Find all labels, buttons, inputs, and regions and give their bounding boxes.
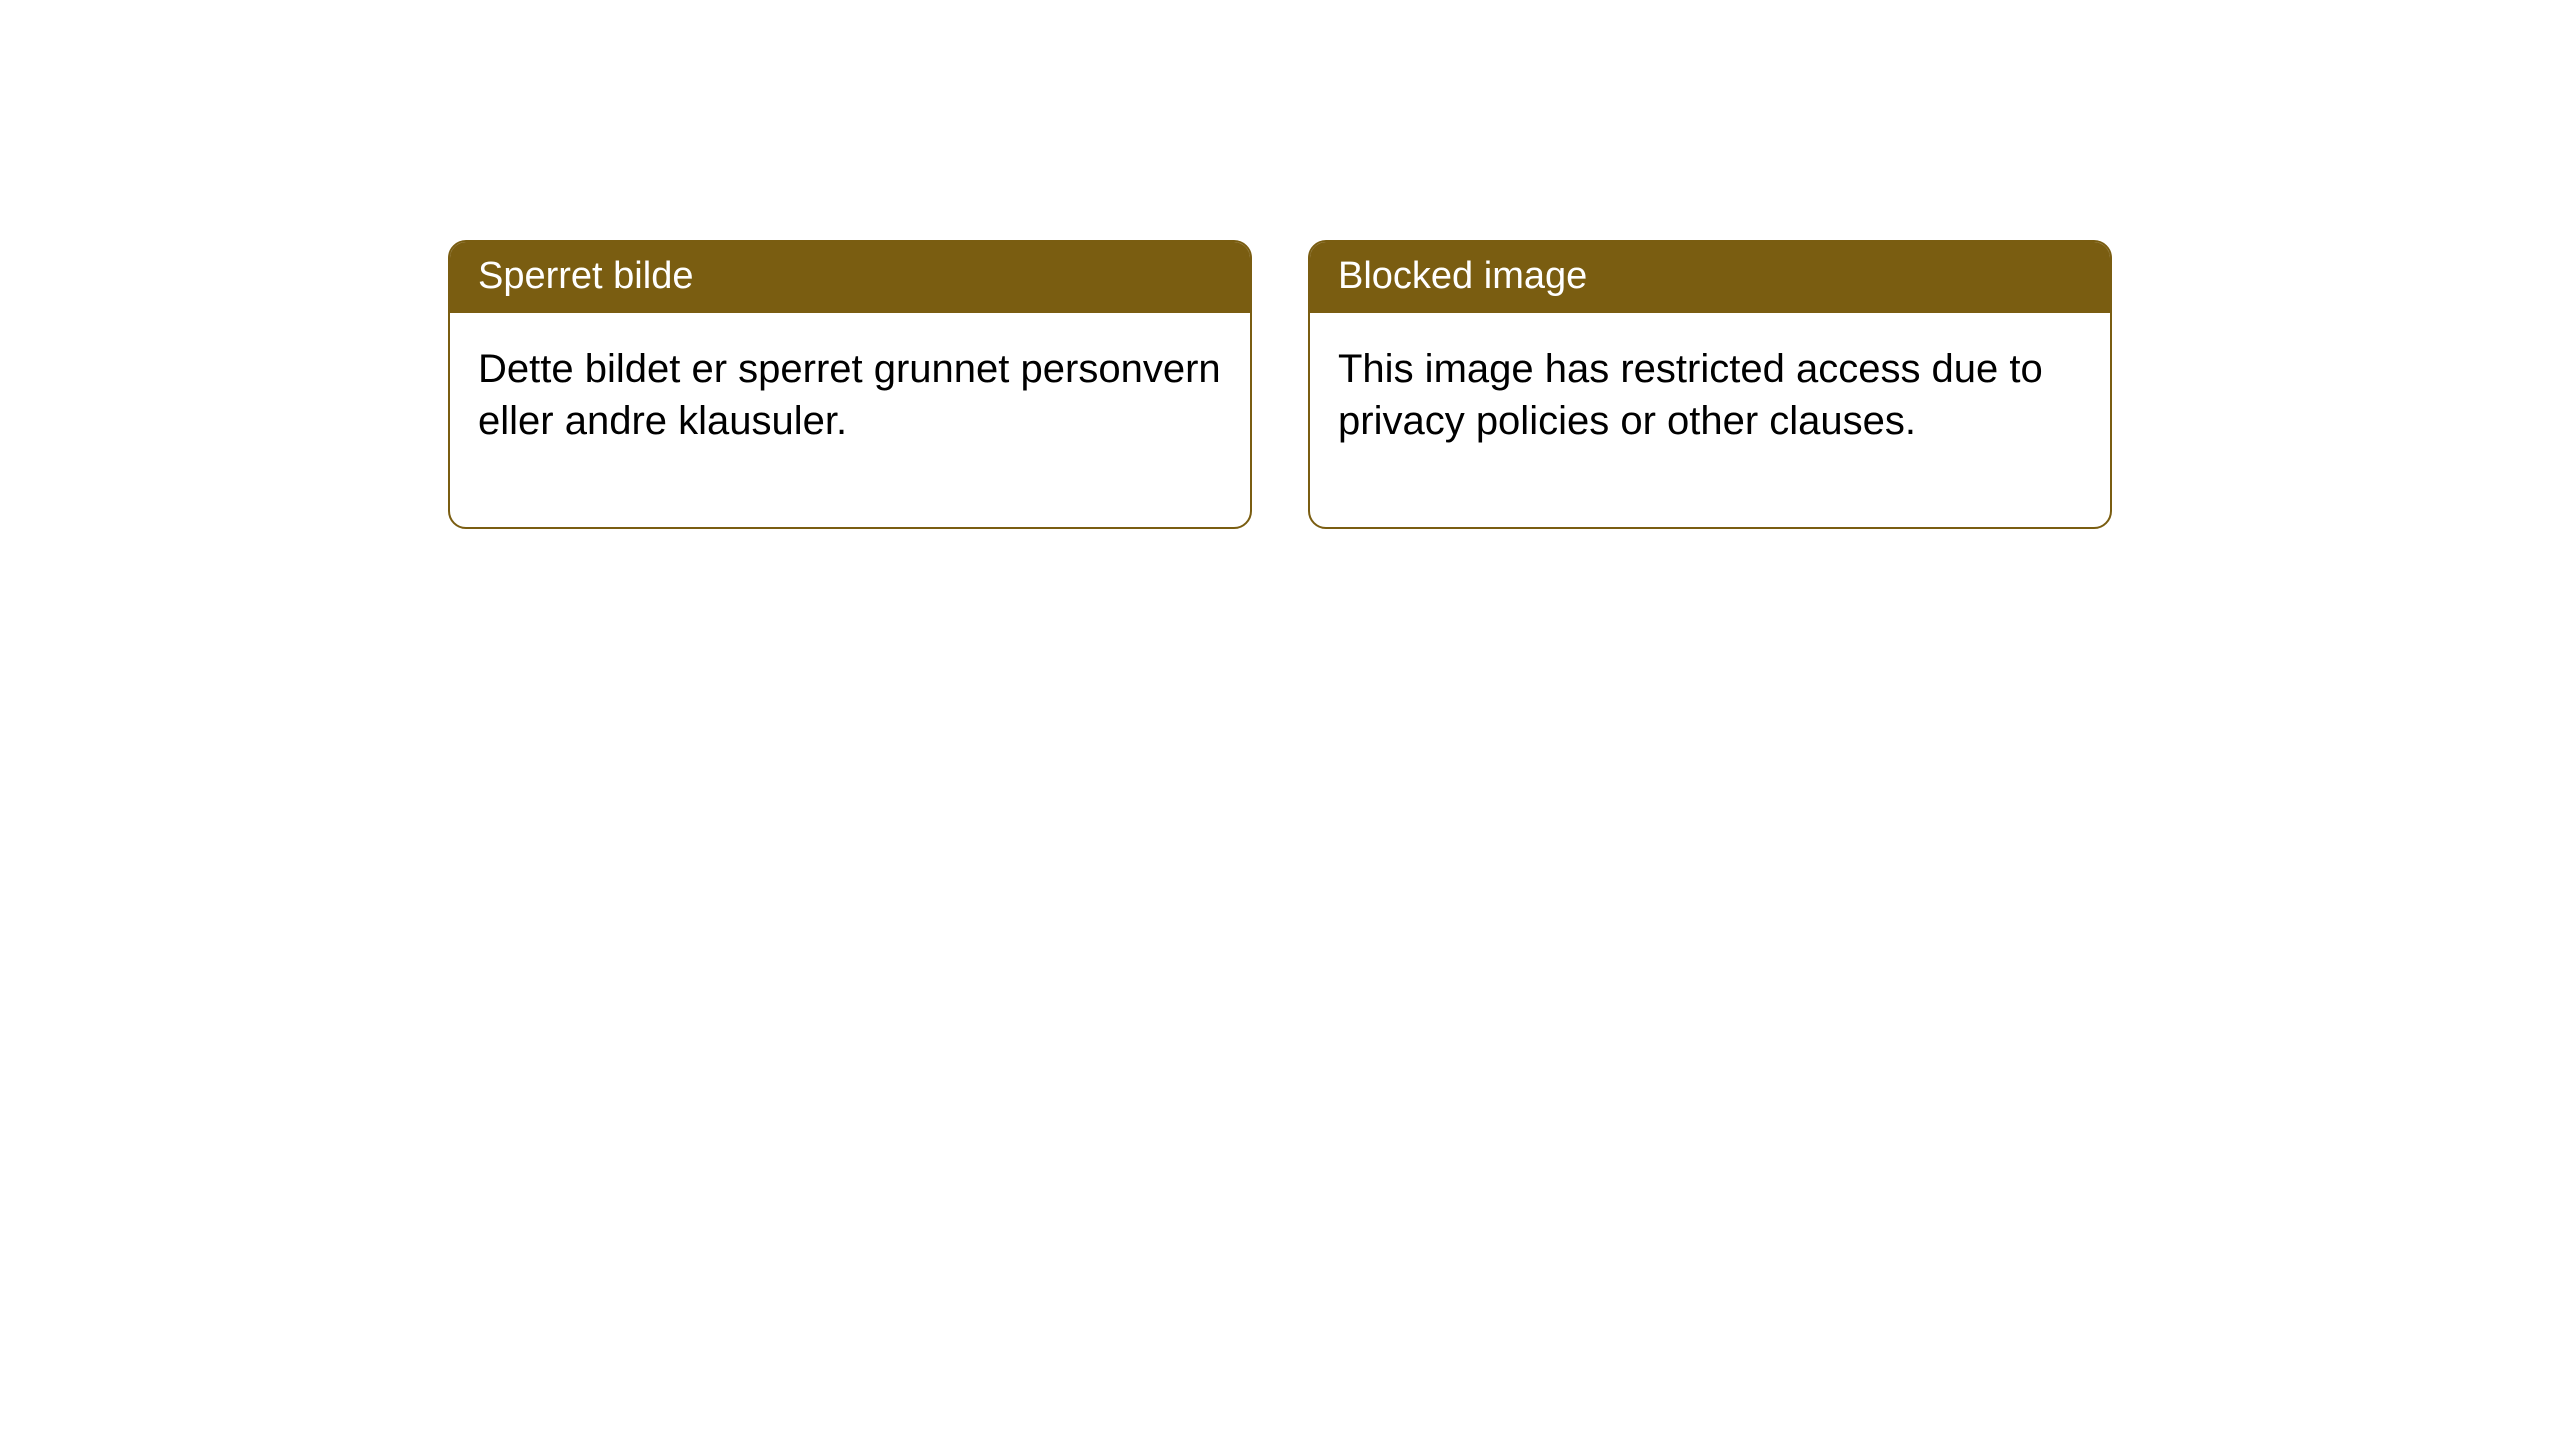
notice-box-norwegian: Sperret bilde Dette bildet er sperret gr… xyxy=(448,240,1252,529)
notice-text-english: This image has restricted access due to … xyxy=(1338,347,2043,443)
notice-title-norwegian: Sperret bilde xyxy=(478,255,693,297)
notice-body-norwegian: Dette bildet er sperret grunnet personve… xyxy=(450,313,1250,527)
notice-text-norwegian: Dette bildet er sperret grunnet personve… xyxy=(478,347,1221,443)
notice-body-english: This image has restricted access due to … xyxy=(1310,313,2110,527)
notice-header-norwegian: Sperret bilde xyxy=(450,242,1250,313)
notice-box-english: Blocked image This image has restricted … xyxy=(1308,240,2112,529)
notice-title-english: Blocked image xyxy=(1338,255,1587,297)
notice-header-english: Blocked image xyxy=(1310,242,2110,313)
notice-container: Sperret bilde Dette bildet er sperret gr… xyxy=(0,0,2560,529)
